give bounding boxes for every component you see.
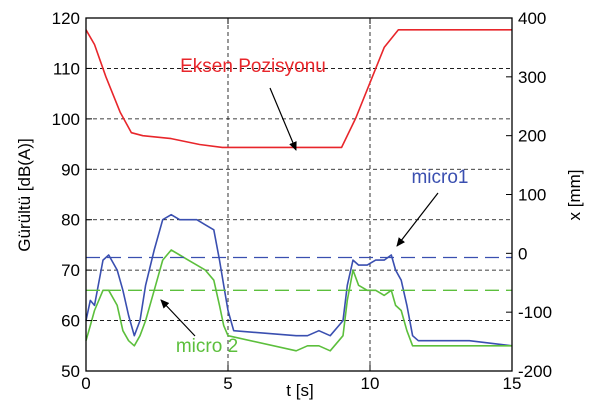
y-left-tick-label: 100 xyxy=(52,110,80,129)
y-right-tick-label: 100 xyxy=(518,186,546,205)
x-tick-label: 5 xyxy=(223,374,232,393)
x-tick-label: 0 xyxy=(81,374,90,393)
y-left-tick-label: 60 xyxy=(61,312,80,331)
x-tick-label: 15 xyxy=(503,374,522,393)
series-line-0 xyxy=(85,28,512,149)
annotation-position: Eksen Pozisyonu xyxy=(180,56,326,77)
y-right-tick-label: 0 xyxy=(518,244,527,263)
series-line-2 xyxy=(85,249,512,352)
series-line-1 xyxy=(85,213,513,347)
y-left-tick-label: 90 xyxy=(61,160,80,179)
y-left-tick-label: 80 xyxy=(61,211,80,230)
annotation-micro2: micro 2 xyxy=(176,336,238,357)
arrow-position xyxy=(269,87,297,151)
y-left-tick-label: 110 xyxy=(53,59,80,78)
ticks-group: 0 5 10 15 50 60 70 80 90 100 110 120 -200 -100 0 100 200… xyxy=(52,9,552,393)
y-right-tick-label: -100 xyxy=(518,303,552,322)
y-axis-right-label: x [mm] xyxy=(565,170,584,221)
x-axis-label: t [s] xyxy=(286,381,313,400)
annotation-micro1: micro1 xyxy=(411,167,468,188)
arrow-micro1 xyxy=(396,192,439,247)
y-right-tick-label: 400 xyxy=(518,9,546,28)
series-group xyxy=(85,28,513,352)
y-right-tick-label: 300 xyxy=(518,68,546,87)
x-tick-label: 10 xyxy=(361,374,380,393)
grid xyxy=(86,18,512,371)
arrow-micro2 xyxy=(160,299,196,337)
y-axis-left-label: Gürültü [dB(A)] xyxy=(15,138,34,251)
y-left-tick-label: 50 xyxy=(61,362,80,381)
y-right-tick-label: -200 xyxy=(518,362,552,381)
y-left-tick-label: 120 xyxy=(52,9,80,28)
y-right-tick-label: 200 xyxy=(518,127,546,146)
y-left-tick-label: 70 xyxy=(61,261,80,280)
plot-area xyxy=(86,18,512,371)
